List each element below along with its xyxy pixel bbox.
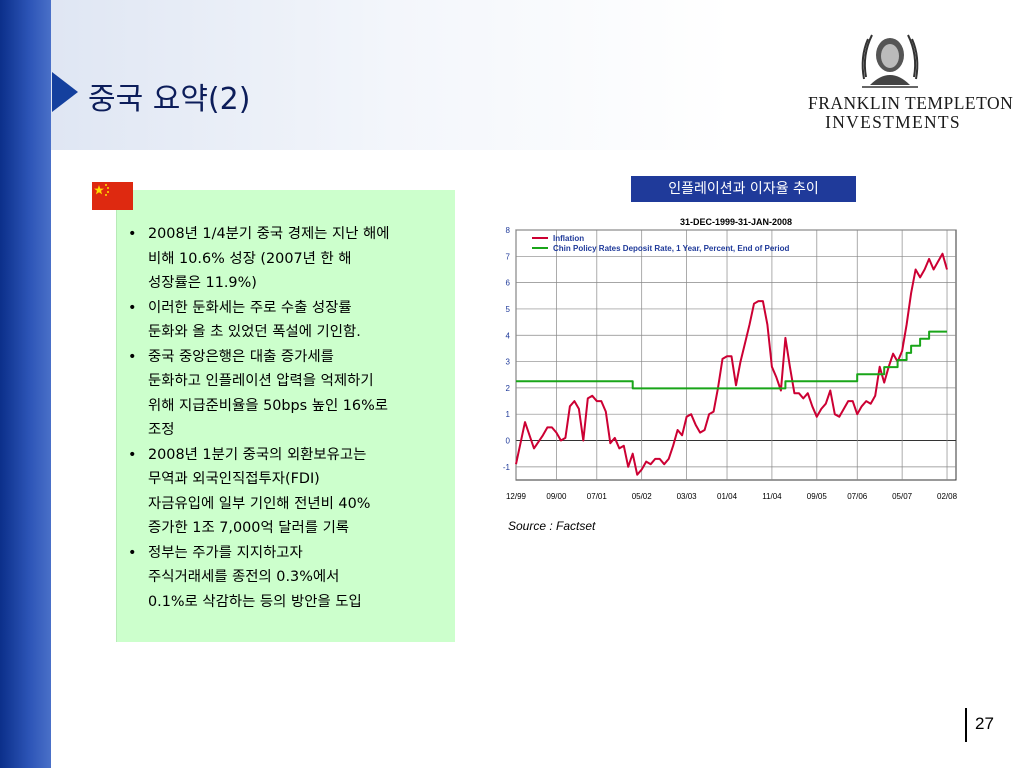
y-tick-label: -1 [503,463,511,472]
y-tick-label: 7 [506,252,511,261]
china-flag-icon [92,182,133,210]
policy-rate-line [516,330,947,390]
chart-title: 31-DEC-1999-31-JAN-2008 [680,217,792,227]
y-tick-label: 4 [506,331,511,340]
x-tick-label: 03/03 [677,492,698,501]
franklin-portrait-icon [870,38,910,85]
header-band [51,0,1024,150]
inflation-line [515,252,948,476]
x-tick-label: 02/08 [937,492,958,501]
summary-bullet-list: 2008년 1/4분기 중국 경제는 지난 해에 비해 10.6% 성장 (20… [128,222,454,614]
y-tick-label: 8 [506,226,511,235]
legend-label: Chin Policy Rates Deposit Rate, 1 Year, … [553,244,789,253]
bullet-item: 2008년 1분기 중국의 외환보유고는 무역과 외국인직접투자(FDI) 자금… [128,443,454,541]
source-note: Source : Factset [508,519,596,533]
page-divider [965,708,967,742]
laurel-icon [861,34,919,80]
y-tick-label: 6 [506,279,511,288]
y-tick-label: 2 [506,384,511,393]
y-tick-label: 0 [506,437,511,446]
left-accent-bar [0,0,51,768]
legend-label: Inflation [553,234,584,243]
x-tick-label: 05/07 [892,492,913,501]
y-tick-label: 1 [506,410,511,419]
title-arrow-icon [52,72,78,112]
plot-area [515,229,957,481]
franklin-templeton-logo [861,34,919,88]
y-tick-label: 5 [506,305,511,314]
bullet-item: 이러한 둔화세는 주로 수출 성장률 둔화와 올 초 있었던 폭설에 기인함. [128,296,454,345]
x-tick-label: 11/04 [762,492,782,501]
page-title: 중국 요약(2) [88,82,251,117]
x-tick-label: 05/02 [632,492,653,501]
inflation-rate-chart: -1 0 1 2 3 4 5 6 7 8 12/99 09/00 07/01 05/02 03/03 01/0… [503,217,958,501]
chart-header-box: 인플레이션과 이자율 추이 [631,176,856,202]
x-tick-label: 01/04 [717,492,738,501]
x-tick-label: 09/00 [546,492,567,501]
x-tick-label: 07/01 [587,492,608,501]
bullet-item: 중국 중앙은행은 대출 증가세를 둔화하고 인플레이션 압력을 억제하기 위해 … [128,345,454,443]
x-tick-label: 12/99 [506,492,527,501]
bullet-item: 정부는 주가를 지지하고자 주식거래세를 종전의 0.3%에서 0.1%로 삭감… [128,541,454,615]
page-number: 27 [975,714,994,733]
logo-text-line2: INVESTMENTS [825,112,961,132]
y-tick-label: 3 [506,358,511,367]
x-tick-label: 09/05 [807,492,828,501]
x-tick-label: 07/06 [847,492,868,501]
logo-text-line1: FRANKLIN TEMPLETON [808,93,1014,113]
bullet-item: 2008년 1/4분기 중국 경제는 지난 해에 비해 10.6% 성장 (20… [128,222,454,296]
